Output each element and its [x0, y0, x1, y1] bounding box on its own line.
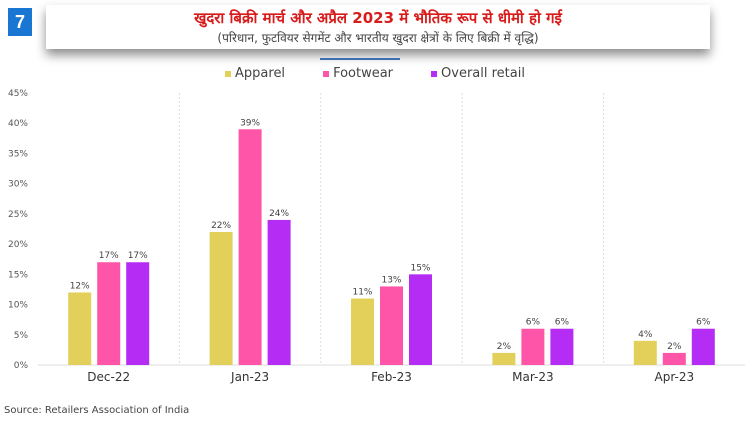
- x-tick-label: Dec-22: [87, 370, 130, 384]
- y-tick-label: 45%: [8, 89, 28, 99]
- brand-logo: 7: [8, 8, 32, 36]
- bar-apparel: [68, 292, 92, 365]
- bar-overall-retail: [550, 328, 574, 365]
- legend-swatch: [431, 70, 438, 77]
- bar-apparel: [209, 232, 233, 365]
- bar-footwear: [662, 352, 686, 365]
- data-label: 2%: [667, 342, 682, 352]
- bar-apparel: [633, 340, 657, 365]
- x-tick-label: Apr-23: [655, 370, 695, 384]
- legend-swatch: [323, 70, 330, 77]
- legend: Apparel Footwear Overall retail: [0, 66, 750, 81]
- legend-label: Overall retail: [441, 66, 525, 81]
- y-tick-label: 25%: [8, 210, 28, 220]
- x-tick-label: Feb-23: [371, 370, 412, 384]
- y-tick-label: 5%: [14, 331, 29, 341]
- y-tick-label: 0%: [14, 361, 29, 371]
- data-label: 2%: [497, 342, 512, 352]
- data-label: 39%: [240, 118, 260, 128]
- y-tick-label: 40%: [8, 119, 28, 129]
- y-tick-label: 10%: [8, 301, 28, 311]
- chart-title: खुदरा बिक्री मार्च और अप्रैल 2023 में भौ…: [194, 9, 562, 27]
- x-tick-label: Jan-23: [230, 370, 269, 384]
- bar-overall-retail: [691, 328, 715, 365]
- legend-swatch: [225, 70, 232, 77]
- bar-overall-retail: [409, 274, 432, 365]
- data-label: 24%: [269, 209, 289, 219]
- chart-subtitle: (परिधान, फुटवियर सेगमेंट और भारतीय खुदरा…: [217, 31, 539, 45]
- legend-item-apparel: Apparel: [225, 66, 285, 81]
- y-tick-label: 15%: [8, 270, 28, 280]
- source-note: Source: Retailers Association of India: [4, 405, 190, 416]
- title-underline: [320, 58, 400, 60]
- y-tick-label: 35%: [8, 149, 28, 159]
- title-banner: खुदरा बिक्री मार्च और अप्रैल 2023 में भौ…: [46, 5, 710, 49]
- legend-label: Footwear: [333, 66, 394, 81]
- data-label: 11%: [352, 288, 372, 298]
- data-label: 6%: [526, 318, 541, 328]
- y-tick-label: 30%: [8, 180, 28, 190]
- bar-footwear: [238, 129, 262, 365]
- bar-footwear: [521, 328, 545, 365]
- bar-apparel: [492, 352, 516, 365]
- x-tick-label: Mar-23: [512, 370, 553, 384]
- data-label: 13%: [381, 275, 401, 285]
- logo-text: 7: [14, 11, 25, 32]
- data-label: 22%: [211, 221, 231, 231]
- data-label: 15%: [410, 263, 430, 273]
- bar-overall-retail: [267, 219, 291, 365]
- data-label: 4%: [638, 330, 653, 340]
- legend-label: Apparel: [235, 66, 286, 81]
- bar-footwear: [380, 286, 403, 365]
- legend-item-overall-retail: Overall retail: [431, 66, 525, 81]
- bar-overall-retail: [126, 262, 150, 365]
- data-label: 17%: [128, 251, 148, 261]
- data-label: 12%: [70, 281, 90, 291]
- bar-apparel: [351, 298, 374, 365]
- data-label: 6%: [555, 318, 570, 328]
- data-label: 6%: [696, 318, 711, 328]
- legend-item-footwear: Footwear: [323, 66, 393, 81]
- bar-footwear: [97, 262, 121, 365]
- data-label: 17%: [99, 251, 119, 261]
- y-tick-label: 20%: [8, 240, 28, 250]
